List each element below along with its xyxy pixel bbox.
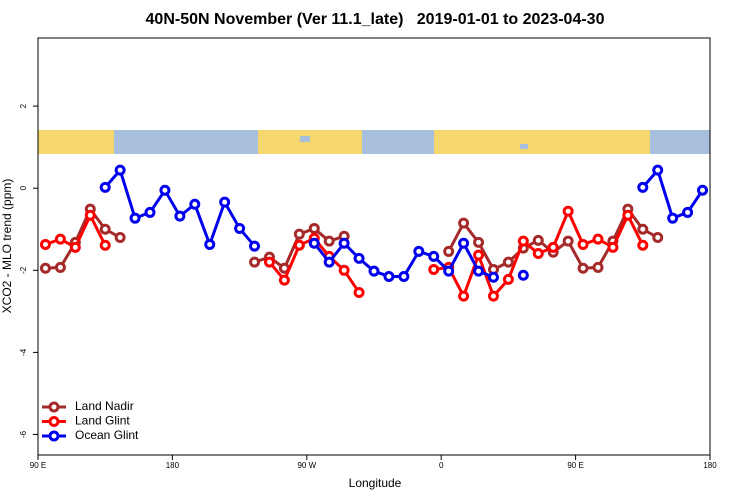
data-point [323,235,335,247]
data-point [413,245,425,257]
data-point [577,238,589,250]
x-tick-label: 180 [166,461,180,470]
data-point [502,273,514,285]
data-point [338,237,350,249]
data-point [532,247,544,259]
x-tick-label: 90 E [30,461,46,470]
y-tick-label: 2 [19,103,28,108]
data-point [69,241,81,253]
data-point [159,184,171,196]
data-point [458,217,470,229]
data-point [174,210,186,222]
data-point [517,269,529,281]
y-tick-label: 0 [19,185,28,190]
data-point [577,262,589,274]
data-point [592,261,604,273]
data-point [398,270,410,282]
y-tick-label: -4 [19,348,28,356]
data-point [637,223,649,235]
data-point [278,274,290,286]
legend-label: Ocean Glint [75,428,139,442]
data-point [54,261,66,273]
data-point [622,209,634,221]
x-tick-label: 180 [703,461,717,470]
data-point [129,212,141,224]
data-point [443,245,455,257]
data-point [39,238,51,250]
data-point [114,164,126,176]
legend-label: Land Nadir [75,399,134,413]
data-point [263,256,275,268]
data-point [308,222,320,234]
data-point [547,241,559,253]
data-point [652,164,664,176]
map-strip [38,130,710,154]
data-point [54,233,66,245]
y-axis-label: XCO2 - MLO trend (ppm) [0,179,14,314]
data-point [204,238,216,250]
data-point [458,290,470,302]
data-point [99,181,111,193]
data-point [219,196,231,208]
data-point [338,264,350,276]
data-point [607,241,619,253]
data-point [667,212,679,224]
data-point [383,270,395,282]
data-point [99,239,111,251]
data-point [368,265,380,277]
data-point [473,249,485,261]
x-tick-label: 90 E [567,461,583,470]
data-point [697,184,709,196]
data-point [458,237,470,249]
series [99,164,709,283]
data-point [532,234,544,246]
data-point [114,231,126,243]
data-point [189,198,201,210]
data-point [323,256,335,268]
data-point [473,265,485,277]
x-tick-label: 90 W [297,461,316,470]
data-point [428,263,440,275]
data-point [293,228,305,240]
data-point [562,205,574,217]
data-point [99,223,111,235]
series-line [641,167,704,221]
data-point [517,235,529,247]
legend-marker [48,430,60,442]
data-point [249,256,261,268]
plot-frame [37,37,711,456]
series-line [104,167,256,249]
data-point [487,290,499,302]
x-axis-label: Longitude [349,476,402,490]
data-point [592,233,604,245]
x-tick-label: 0 [439,461,444,470]
data-point [428,250,440,262]
data-point [487,271,499,283]
data-point [562,235,574,247]
legend-marker [48,401,60,413]
data-point [473,236,485,248]
legend-marker [48,416,60,427]
data-point [293,239,305,251]
y-tick-label: -2 [19,266,28,274]
data-point [249,240,261,252]
y-tick-label: -6 [19,430,28,438]
data-point [443,265,455,277]
data-point [39,262,51,274]
legend-label: Land Glint [75,414,130,428]
data-point [652,231,664,243]
data-point [353,286,365,298]
data-point [637,239,649,251]
data-point [308,237,320,249]
data-point [84,209,96,221]
data-point [353,252,365,264]
chart-title: 40N-50N November (Ver 11.1_late) 2019-01… [146,11,605,28]
data-point [682,206,694,218]
data-point [234,222,246,234]
data-point [502,256,514,268]
data-point [637,181,649,193]
data-point [144,206,156,218]
